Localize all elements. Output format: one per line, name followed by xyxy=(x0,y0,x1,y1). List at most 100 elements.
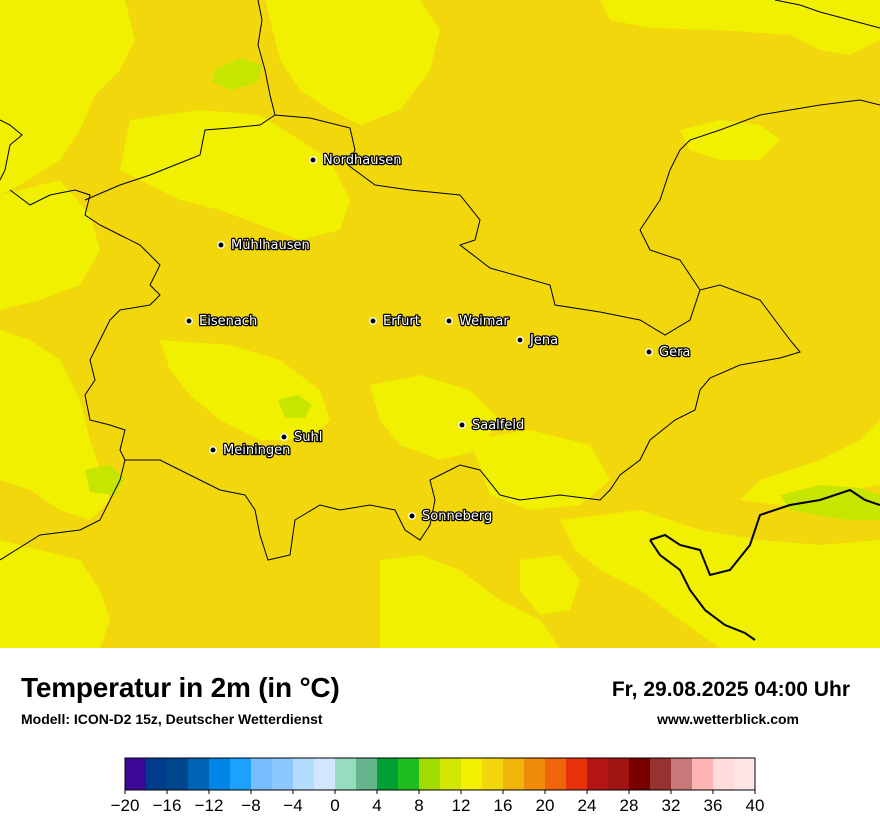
legend-tick-label: 32 xyxy=(662,796,681,815)
city-dot xyxy=(185,317,193,325)
city-label-outline: Erfurt xyxy=(383,314,420,329)
legend-swatch xyxy=(545,758,567,790)
legend-swatch xyxy=(419,758,441,790)
legend-tick-label: 12 xyxy=(452,796,471,815)
legend-swatch xyxy=(692,758,714,790)
legend-swatch xyxy=(230,758,252,790)
city-label: Erfurt xyxy=(383,314,420,329)
legend-tick-label: −16 xyxy=(153,796,182,815)
city-label: Saalfeld xyxy=(472,418,524,433)
chart-title: Temperatur in 2m (in °C) xyxy=(21,672,340,703)
city-dot xyxy=(408,512,416,520)
website-link[interactable]: www.wetterblick.com xyxy=(657,711,799,727)
city-dot xyxy=(645,348,653,356)
legend-swatch xyxy=(566,758,588,790)
city-label: Weimar xyxy=(459,314,509,329)
legend-swatch xyxy=(251,758,273,790)
legend-tick-label: −20 xyxy=(111,796,140,815)
legend-tick-label: 4 xyxy=(372,796,381,815)
city-label-outline: Jena xyxy=(529,333,558,348)
legend-swatch xyxy=(335,758,357,790)
city-dot xyxy=(458,421,466,429)
legend-swatch xyxy=(608,758,630,790)
color-legend: −20 −16 −12 −8 −4 0 4 8 12 16 20 24 28 32 36 40 xyxy=(0,750,880,830)
legend-swatch xyxy=(293,758,315,790)
legend-tick-label: 20 xyxy=(536,796,555,815)
legend-swatch xyxy=(629,758,651,790)
city-dot xyxy=(309,156,317,164)
legend-tick-label: 16 xyxy=(494,796,513,815)
city-label-outline: Sonneberg xyxy=(422,509,492,524)
city-label: Mühlhausen xyxy=(231,238,310,253)
legend-swatch xyxy=(209,758,231,790)
city-label-outline: Meiningen xyxy=(223,443,290,458)
legend-tick-label: −8 xyxy=(241,796,260,815)
city-label: Eisenach xyxy=(199,314,257,329)
legend-swatch xyxy=(167,758,189,790)
legend-tick-label: 24 xyxy=(578,796,597,815)
city-dot xyxy=(445,317,453,325)
city-dot xyxy=(516,336,524,344)
legend-tick-label: 40 xyxy=(746,796,765,815)
legend-swatch xyxy=(734,758,756,790)
city-label-outline: Eisenach xyxy=(199,314,257,329)
legend-tick-label: 8 xyxy=(414,796,423,815)
temperature-map: Nordhausen Nordhausen Mühlhausen Mühlhausen… xyxy=(0,0,880,648)
city-label-outline: Suhl xyxy=(294,430,322,445)
legend-frame xyxy=(124,757,756,791)
legend-tick-label: 36 xyxy=(704,796,723,815)
legend-swatch xyxy=(377,758,399,790)
city-label: Meiningen xyxy=(223,443,290,458)
city-label: Sonneberg xyxy=(422,509,492,524)
legend-swatch xyxy=(440,758,462,790)
legend-swatch xyxy=(125,758,147,790)
national-border-1 xyxy=(649,488,880,577)
legend-swatch xyxy=(188,758,210,790)
city-label: Suhl xyxy=(294,430,322,445)
city-label-outline: Weimar xyxy=(459,314,509,329)
city-label: Gera xyxy=(659,345,690,360)
city-label-outline: Gera xyxy=(659,345,690,360)
legend-tick-label: 0 xyxy=(330,796,339,815)
legend-swatch xyxy=(482,758,504,790)
legend-swatch xyxy=(314,758,336,790)
legend-swatch xyxy=(356,758,378,790)
city-dot xyxy=(369,317,377,325)
forecast-datetime: Fr, 29.08.2025 04:00 Uhr xyxy=(611,678,850,701)
state-borders xyxy=(0,0,880,561)
city-label: Jena xyxy=(529,333,558,348)
legend-swatch xyxy=(671,758,693,790)
city-dot xyxy=(280,433,288,441)
city-label-outline: Nordhausen xyxy=(323,153,402,168)
legend-swatch xyxy=(587,758,609,790)
legend-tick-label: −12 xyxy=(195,796,224,815)
city-dot xyxy=(217,241,225,249)
city-label-outline: Mühlhausen xyxy=(231,238,310,253)
national-border-2 xyxy=(649,539,756,641)
legend-swatch xyxy=(503,758,525,790)
legend-swatch xyxy=(398,758,420,790)
model-source: Modell: ICON-D2 15z, Deutscher Wetterdie… xyxy=(21,711,323,727)
legend-swatch xyxy=(146,758,168,790)
legend-swatch xyxy=(650,758,672,790)
legend-tick-label: −4 xyxy=(283,796,302,815)
city-label-outline: Saalfeld xyxy=(472,418,524,433)
legend-swatch xyxy=(272,758,294,790)
city-dot xyxy=(209,446,217,454)
legend-tick-label: 28 xyxy=(620,796,639,815)
city-label: Nordhausen xyxy=(323,153,402,168)
legend-swatch xyxy=(713,758,735,790)
legend-swatch xyxy=(461,758,483,790)
legend-swatch xyxy=(524,758,546,790)
